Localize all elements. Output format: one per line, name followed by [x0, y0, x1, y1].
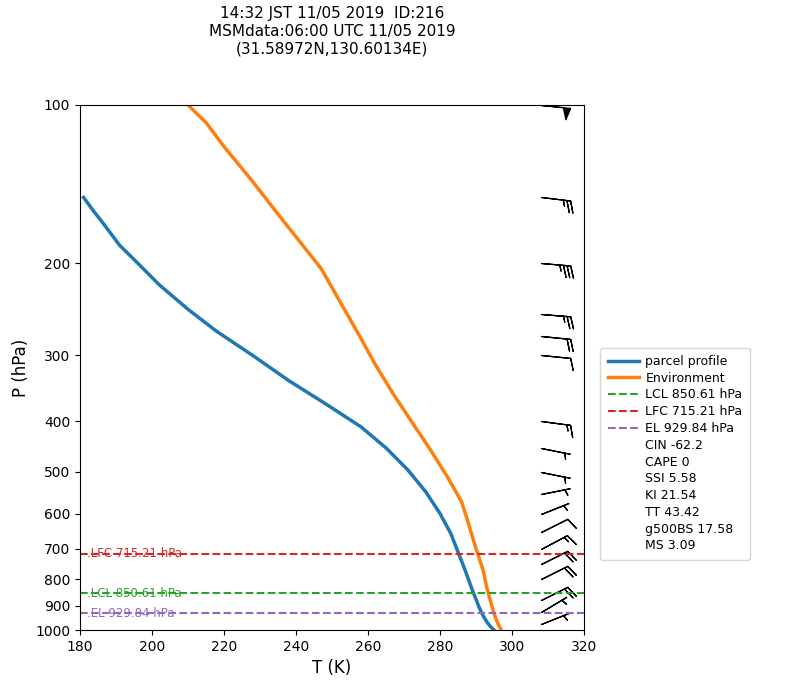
Text: .EL 929.84 hPa: .EL 929.84 hPa: [87, 607, 174, 620]
Text: .LCL 850.61 hPa: .LCL 850.61 hPa: [87, 587, 182, 600]
Text: .LFC 715.21 hPa: .LFC 715.21 hPa: [87, 547, 182, 560]
X-axis label: T (K): T (K): [312, 659, 352, 678]
Y-axis label: P (hPa): P (hPa): [11, 338, 30, 397]
Text: 14:32 JST 11/05 2019  ID:216
MSMdata:06:00 UTC 11/05 2019
(31.58972N,130.60134E): 14:32 JST 11/05 2019 ID:216 MSMdata:06:0…: [209, 6, 455, 56]
Legend: parcel profile, Environment, LCL 850.61 hPa, LFC 715.21 hPa, EL 929.84 hPa, CIN : parcel profile, Environment, LCL 850.61 …: [600, 347, 750, 560]
